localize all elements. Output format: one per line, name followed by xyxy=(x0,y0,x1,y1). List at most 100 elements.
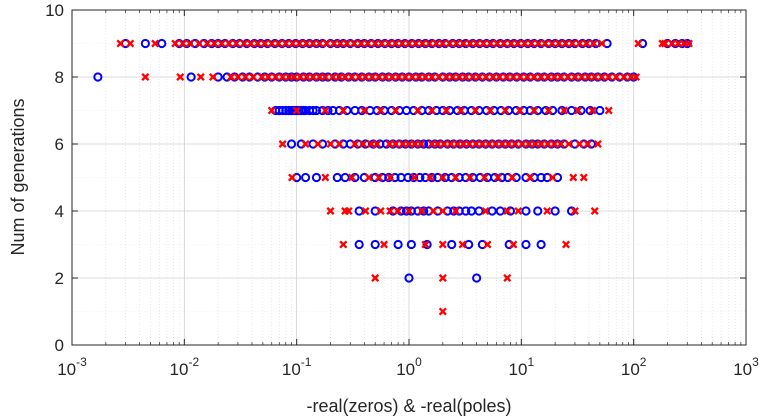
pole-marker-stroke xyxy=(527,39,536,48)
pole-marker-stroke xyxy=(660,39,670,48)
x-tick-base: 10 xyxy=(57,360,76,379)
pole-marker-stroke xyxy=(550,72,559,82)
pole-marker xyxy=(398,39,407,48)
pole-marker xyxy=(480,173,489,182)
pole-marker xyxy=(491,139,500,149)
pole-marker-stroke xyxy=(350,39,359,48)
pole-marker xyxy=(556,72,565,82)
pole-marker-stroke xyxy=(401,72,410,82)
zero-marker xyxy=(427,172,437,183)
pole-marker xyxy=(376,206,385,216)
pole-marker xyxy=(176,72,185,82)
zero-marker xyxy=(542,172,552,183)
pole-marker-stroke xyxy=(583,139,592,149)
pole-marker-stroke xyxy=(391,106,400,115)
pole-marker-stroke xyxy=(321,173,330,182)
pole-marker xyxy=(589,39,598,48)
pole-marker xyxy=(438,307,447,316)
pole-marker xyxy=(386,206,395,216)
pole-marker-stroke xyxy=(416,139,426,149)
pole-marker-stroke xyxy=(364,173,373,182)
pole-marker xyxy=(339,106,348,115)
pole-marker-stroke xyxy=(495,72,504,82)
pole-marker xyxy=(309,39,318,48)
pole-marker-stroke xyxy=(575,39,584,48)
pole-marker xyxy=(466,173,475,182)
pole-marker xyxy=(290,72,299,82)
pole-marker xyxy=(315,39,324,48)
pole-marker xyxy=(257,72,266,82)
pole-marker xyxy=(421,72,430,82)
pole-marker xyxy=(404,206,414,216)
zero-marker xyxy=(393,239,403,250)
pole-marker-stroke xyxy=(523,72,532,82)
pole-marker xyxy=(530,106,539,115)
pole-marker-stroke xyxy=(530,106,539,115)
pole-marker-stroke xyxy=(394,206,403,216)
zero-marker xyxy=(311,172,322,183)
pole-marker-stroke xyxy=(438,240,447,249)
pole-marker-stroke xyxy=(530,72,539,82)
pole-marker xyxy=(364,173,373,182)
zero-marker xyxy=(370,239,380,250)
pole-marker-stroke xyxy=(339,240,348,249)
pole-marker xyxy=(404,39,414,48)
pole-marker xyxy=(634,39,643,48)
zero-marker xyxy=(461,206,471,216)
pole-marker-stroke xyxy=(455,72,464,82)
pole-marker-stroke xyxy=(468,72,477,82)
pole-marker xyxy=(350,139,359,149)
x-tick-exponent: -3 xyxy=(76,355,87,369)
pole-marker xyxy=(347,72,356,82)
pole-marker xyxy=(493,39,502,48)
pole-marker xyxy=(376,106,385,115)
zero-marker xyxy=(566,105,577,116)
pole-marker-stroke xyxy=(249,72,258,82)
pole-marker xyxy=(451,206,460,216)
pole-marker-stroke xyxy=(321,106,330,115)
x-tick-exponent: 0 xyxy=(415,355,422,369)
pole-marker xyxy=(373,139,382,149)
pole-marker xyxy=(278,139,287,149)
zero-marker xyxy=(340,172,350,183)
y-tick-label: 8 xyxy=(55,68,64,87)
pole-marker xyxy=(260,39,269,48)
pole-marker-stroke xyxy=(631,72,641,82)
y-tick-label: 2 xyxy=(55,269,64,288)
pole-marker-stroke xyxy=(264,72,273,82)
pole-marker xyxy=(438,173,447,182)
pole-marker xyxy=(448,72,457,82)
pole-marker xyxy=(329,39,339,48)
pole-marker-stroke xyxy=(544,106,553,115)
pole-marker-stroke xyxy=(504,139,513,149)
pole-marker xyxy=(471,106,480,115)
pole-marker xyxy=(514,206,523,216)
pole-marker-stroke xyxy=(481,206,490,216)
pole-marker-stroke xyxy=(278,72,287,82)
pole-marker-stroke xyxy=(508,173,517,182)
pole-marker-stroke xyxy=(233,72,242,82)
pole-marker xyxy=(486,39,495,48)
pole-marker-stroke xyxy=(116,39,125,48)
pole-marker-stroke xyxy=(398,139,407,149)
pole-marker-stroke xyxy=(371,273,380,283)
pole-marker xyxy=(295,39,304,48)
pole-marker xyxy=(361,206,370,216)
pole-marker-stroke xyxy=(421,72,430,82)
zero-marker xyxy=(354,239,364,250)
pole-marker xyxy=(321,173,330,182)
pole-marker xyxy=(471,139,481,149)
pole-marker-stroke xyxy=(584,72,593,82)
pole-marker-stroke xyxy=(196,72,205,82)
pole-marker xyxy=(278,72,287,82)
zero-marker xyxy=(311,105,322,116)
x-tick-base: 10 xyxy=(396,360,415,379)
pole-marker xyxy=(468,72,477,82)
pole-marker-stroke xyxy=(501,106,510,115)
pole-marker xyxy=(421,240,430,249)
pole-marker-stroke xyxy=(466,173,475,182)
pole-marker-stroke xyxy=(556,72,565,82)
pole-marker xyxy=(350,39,359,48)
pole-marker xyxy=(583,139,592,149)
zero-marker xyxy=(521,206,531,216)
